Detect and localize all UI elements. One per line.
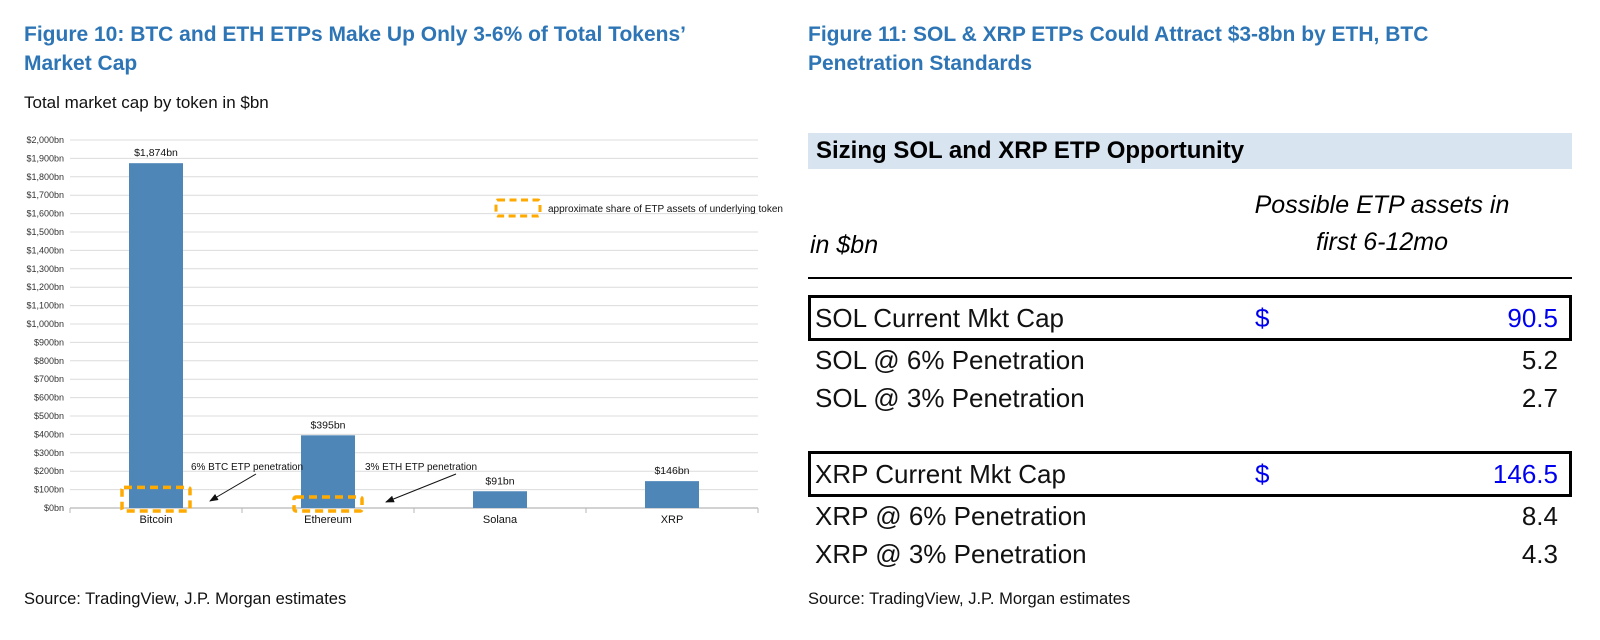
table-title-band: Sizing SOL and XRP ETP Opportunity (808, 133, 1572, 169)
annotation-text: 6% BTC ETP penetration (191, 462, 303, 473)
row-value: 2.7 (1521, 382, 1558, 413)
bar-bitcoin (129, 163, 183, 508)
table-row: SOL Current Mkt Cap $90.5 (808, 295, 1572, 341)
svg-text:$500bn: $500bn (34, 411, 64, 421)
table-section: XRP Current Mkt Cap $146.5 XRP @ 6% Penetr… (808, 451, 1572, 573)
svg-text:$200bn: $200bn (34, 466, 64, 476)
row-value: 146.5 (1492, 458, 1558, 489)
market-cap-bar-chart-svg: $0bn $100bn $200bn $300bn $400bn $500bn $600bn… (26, 135, 783, 526)
category-label: XRP (661, 514, 684, 526)
x-axis (69, 507, 759, 513)
category-label: Solana (483, 514, 518, 526)
bar-solana (473, 491, 527, 508)
svg-text:$800bn: $800bn (34, 356, 64, 366)
category-labels: Bitcoin Ethereum Solana XRP (139, 514, 683, 526)
bar-value-labels: $1,874bn $395bn $91bn $146bn (134, 147, 690, 487)
svg-text:$700bn: $700bn (34, 374, 64, 384)
svg-text:$900bn: $900bn (34, 337, 64, 347)
row-value: 90.5 (1507, 302, 1558, 333)
svg-text:$1,700bn: $1,700bn (26, 190, 64, 200)
figure11-source: Source: TradingView, J.P. Morgan estimat… (808, 590, 1131, 608)
row-label: SOL @ 6% Penetration (815, 344, 1085, 375)
row-label: XRP @ 3% Penetration (815, 538, 1087, 569)
row-label: XRP Current Mkt Cap (815, 458, 1066, 489)
svg-text:$1,600bn: $1,600bn (26, 209, 64, 219)
bar-label: $146bn (654, 465, 689, 477)
figure10-title: Figure 10: BTC and ETH ETPs Make Up Only… (24, 20, 774, 78)
table-column-headers: in $bn Possible ETP assets in first 6-12… (808, 187, 1572, 261)
row-value: 5.2 (1521, 344, 1558, 375)
bar-label: $1,874bn (134, 147, 178, 159)
svg-text:$1,500bn: $1,500bn (26, 227, 64, 237)
figure11-title-line1: Figure 11: SOL & XRP ETPs Could Attract … (808, 23, 1429, 46)
annotation-arrow (209, 473, 257, 502)
svg-text:$600bn: $600bn (34, 393, 64, 403)
table-row: XRP @ 6% Penetration 8.4 (808, 497, 1572, 535)
etp-share-dashed-box (292, 495, 364, 513)
svg-text:$300bn: $300bn (34, 448, 64, 458)
svg-text:$1,200bn: $1,200bn (26, 282, 64, 292)
table-top-rule (808, 277, 1572, 279)
legend: approximate share of ETP assets of under… (494, 198, 783, 218)
row-value: 4.3 (1521, 538, 1558, 569)
table-body: SOL Current Mkt Cap $90.5 SOL @ 6% Penetra… (808, 295, 1572, 573)
column-header-value: Possible ETP assets in first 6-12mo (1192, 187, 1572, 261)
column-header-value-line1: Possible ETP assets in (1254, 191, 1510, 219)
svg-text:$400bn: $400bn (34, 429, 64, 439)
figure11-title: Figure 11: SOL & XRP ETPs Could Attract … (808, 20, 1568, 78)
row-label: SOL @ 3% Penetration (815, 382, 1085, 413)
legend-dashed-box-icon (494, 198, 542, 218)
svg-text:$1,000bn: $1,000bn (26, 319, 64, 329)
bars (129, 163, 699, 508)
column-header-unit: in $bn (810, 231, 879, 259)
etp-opportunity-table: Sizing SOL and XRP ETP Opportunity in $b… (808, 133, 1572, 573)
category-label: Ethereum (304, 514, 352, 526)
svg-text:$1,800bn: $1,800bn (26, 172, 64, 182)
column-header-value-line2: first 6-12mo (1316, 228, 1448, 256)
table-row: XRP Current Mkt Cap $146.5 (808, 451, 1572, 497)
bar-label: $395bn (310, 419, 345, 431)
annotation-arrow (385, 473, 457, 503)
figure10-title-line1: Figure 10: BTC and ETH ETPs Make Up Only… (24, 23, 686, 46)
annotation: 6% BTC ETP penetration (191, 462, 303, 502)
svg-text:$1,400bn: $1,400bn (26, 245, 64, 255)
figure11-title-line2: Penetration Standards (808, 52, 1033, 75)
row-value: 8.4 (1521, 500, 1558, 531)
svg-text:$1,100bn: $1,100bn (26, 301, 64, 311)
currency-symbol: $ (1255, 302, 1270, 333)
table-row: SOL @ 3% Penetration 2.7 (808, 379, 1572, 417)
svg-text:$0bn: $0bn (44, 503, 64, 513)
legend-label: approximate share of ETP assets of under… (548, 204, 783, 215)
table-row: XRP @ 3% Penetration 4.3 (808, 535, 1572, 573)
table-section: SOL Current Mkt Cap $90.5 SOL @ 6% Penetra… (808, 295, 1572, 417)
svg-text:$100bn: $100bn (34, 485, 64, 495)
category-label: Bitcoin (139, 514, 172, 526)
annotation: 3% ETH ETP penetration (365, 462, 477, 503)
table-row: SOL @ 6% Penetration 5.2 (808, 341, 1572, 379)
row-label: XRP @ 6% Penetration (815, 500, 1087, 531)
annotation-text: 3% ETH ETP penetration (365, 462, 477, 473)
currency-symbol: $ (1255, 458, 1270, 489)
market-cap-bar-chart: $0bn $100bn $200bn $300bn $400bn $500bn $600bn… (10, 120, 796, 532)
svg-text:$2,000bn: $2,000bn (26, 135, 64, 145)
figure10-subtitle: Total market cap by token in $bn (24, 93, 269, 112)
row-label: SOL Current Mkt Cap (815, 302, 1065, 333)
bar-label: $91bn (485, 475, 514, 487)
svg-text:$1,300bn: $1,300bn (26, 264, 64, 274)
figure10-source: Source: TradingView, J.P. Morgan estimat… (24, 590, 347, 608)
gridlines (70, 139, 758, 509)
bar-xrp (645, 481, 699, 508)
y-axis-labels: $0bn $100bn $200bn $300bn $400bn $500bn $600bn… (26, 135, 64, 513)
etp-share-dashed-box (120, 485, 192, 513)
figure10-title-line2: Market Cap (24, 52, 138, 75)
svg-text:$1,900bn: $1,900bn (26, 153, 64, 163)
